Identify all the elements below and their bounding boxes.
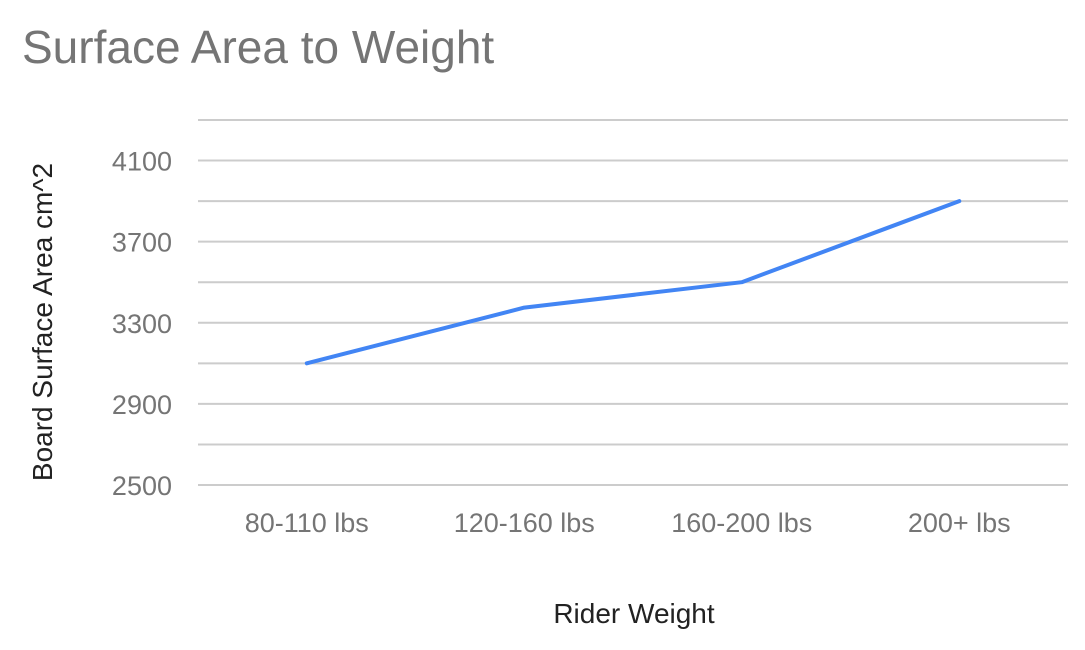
x-tick-label: 160-200 lbs xyxy=(671,508,812,538)
y-tick-label: 3700 xyxy=(112,228,172,258)
y-tick-label: 4100 xyxy=(112,147,172,177)
x-axis-ticks: 80-110 lbs 120-160 lbs 160-200 lbs 200+ lbs xyxy=(245,508,1011,538)
series-line xyxy=(304,199,962,366)
x-axis-label: Rider Weight xyxy=(553,598,715,629)
y-tick-label: 2900 xyxy=(112,390,172,420)
series-layer xyxy=(304,199,962,366)
gridlines xyxy=(198,119,1068,486)
chart-title: Surface Area to Weight xyxy=(22,21,494,73)
y-axis-ticks: 2500 2900 3300 3700 4100 xyxy=(112,147,172,501)
y-tick-label: 3300 xyxy=(112,309,172,339)
y-axis-label: Board Surface Area cm^2 xyxy=(27,163,58,481)
x-tick-label: 200+ lbs xyxy=(908,508,1011,538)
x-tick-label: 80-110 lbs xyxy=(245,508,369,538)
x-tick-label: 120-160 lbs xyxy=(454,508,595,538)
y-tick-label: 2500 xyxy=(112,471,172,501)
